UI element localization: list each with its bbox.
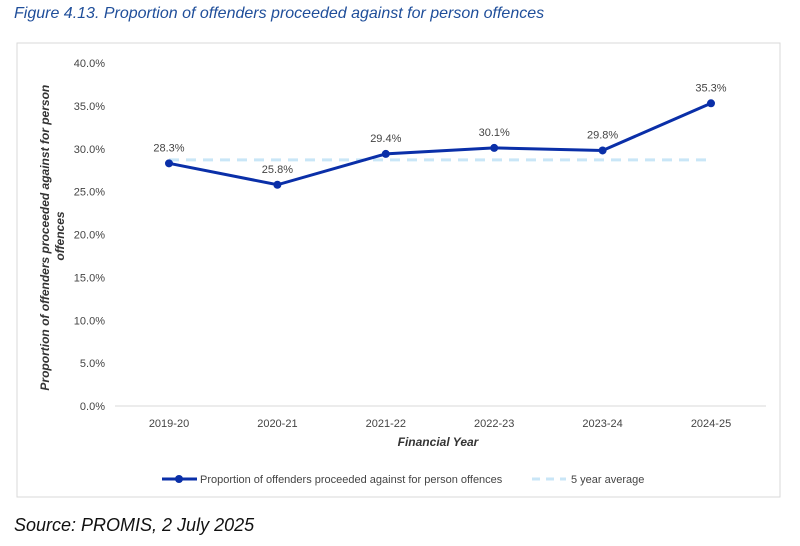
legend-marker-proportion [175, 475, 183, 483]
y-tick-label: 30.0% [74, 144, 105, 156]
x-tick-label: 2020-21 [257, 418, 297, 430]
data-point [165, 159, 173, 168]
data-label: 25.8% [262, 164, 293, 176]
legend-label-proportion: Proportion of offenders proceeded agains… [200, 474, 503, 486]
source-note: Source: PROMIS, 2 July 2025 [14, 515, 255, 535]
data-point [598, 146, 607, 155]
y-tick-label: 10.0% [74, 315, 105, 327]
data-point [273, 180, 282, 189]
y-tick-label: 15.0% [74, 272, 105, 284]
x-tick-label: 2023-24 [582, 418, 622, 430]
legend-label-average: 5 year average [571, 474, 644, 486]
data-label: 29.8% [587, 129, 618, 141]
data-label: 28.3% [153, 142, 184, 154]
x-tick-label: 2019-20 [149, 418, 189, 430]
y-tick-label: 5.0% [80, 358, 105, 370]
x-tick-label: 2024-25 [691, 418, 731, 430]
y-axis-label-line1: Proportion of offenders proceeded agains… [38, 85, 52, 391]
y-tick-label: 20.0% [74, 230, 105, 242]
data-point [490, 143, 499, 152]
data-label: 35.3% [695, 82, 726, 94]
x-tick-label: 2021-22 [366, 418, 406, 430]
figure-title: Figure 4.13. Proportion of offenders pro… [14, 5, 545, 22]
y-tick-label: 40.0% [74, 58, 105, 70]
y-tick-label: 25.0% [74, 187, 105, 199]
x-axis-label: Financial Year [398, 435, 480, 449]
y-axis-label-line2: offences [53, 211, 67, 260]
proportion-line [168, 101, 712, 187]
data-point [381, 149, 390, 158]
data-point [707, 99, 715, 108]
legend: Proportion of offenders proceeded agains… [162, 474, 644, 486]
data-label: 29.4% [370, 133, 401, 145]
chart-frame [16, 42, 781, 498]
y-tick-label: 0.0% [80, 401, 105, 413]
data-label: 30.1% [479, 127, 510, 139]
y-axis-label: Proportion of offenders proceeded agains… [38, 81, 67, 390]
y-tick-label: 35.0% [74, 101, 105, 113]
x-tick-label: 2022-23 [474, 418, 514, 430]
